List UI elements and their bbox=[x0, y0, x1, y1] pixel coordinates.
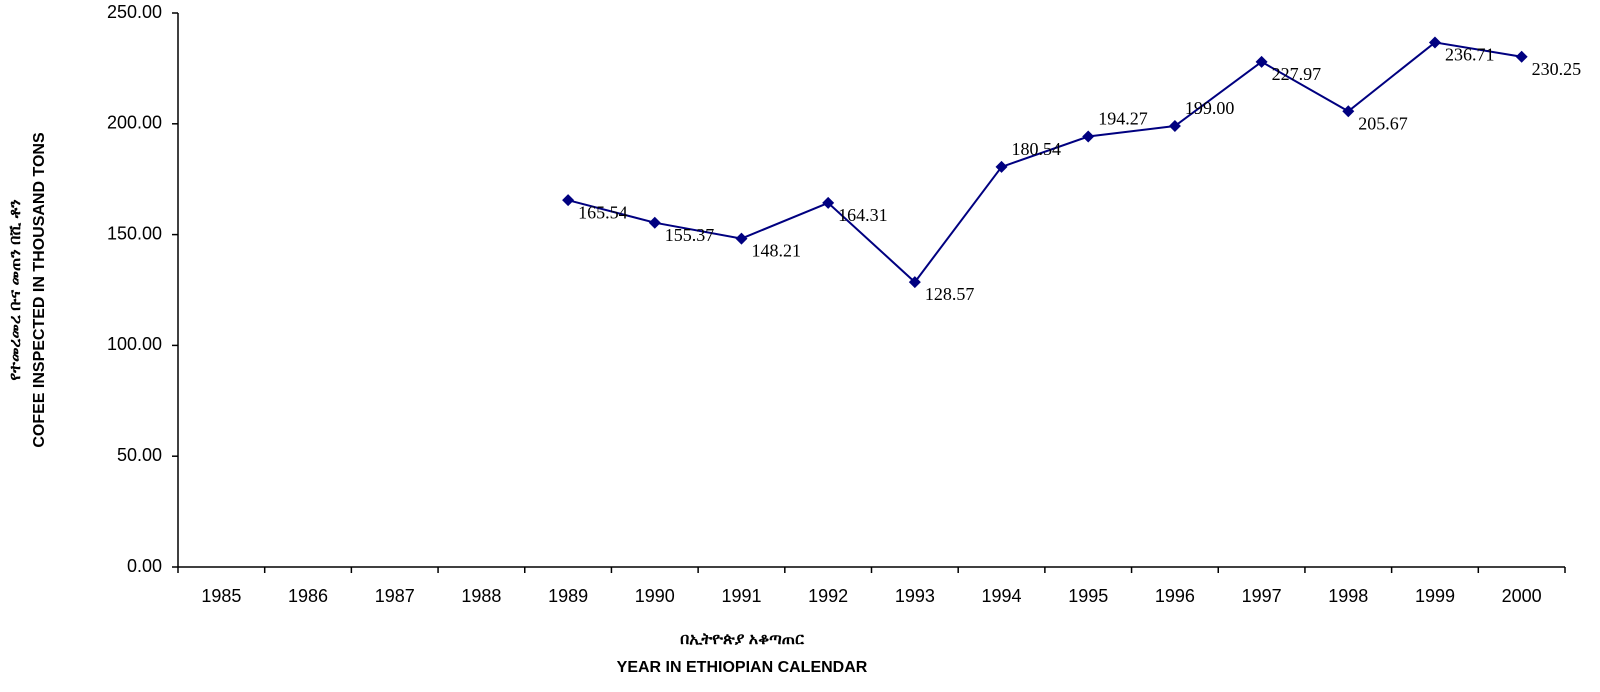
y-tick-label: 50.00 bbox=[117, 445, 162, 465]
data-label: 194.27 bbox=[1098, 109, 1148, 129]
marker bbox=[1428, 36, 1441, 49]
x-axis-label: በኢትዮጵያ አቆጣጠር bbox=[680, 631, 805, 648]
data-label: 199.00 bbox=[1185, 98, 1235, 118]
data-label: 205.67 bbox=[1358, 113, 1408, 133]
x-tick-label: 1995 bbox=[1068, 586, 1108, 606]
marker bbox=[648, 216, 661, 229]
data-label: 165.54 bbox=[578, 202, 628, 222]
data-label: 227.97 bbox=[1272, 64, 1322, 84]
x-tick-label: 1990 bbox=[635, 586, 675, 606]
marker bbox=[735, 232, 748, 245]
marker bbox=[995, 160, 1008, 173]
x-tick-label: 1985 bbox=[201, 586, 241, 606]
y-tick-label: 150.00 bbox=[107, 223, 162, 243]
x-tick-label: 1998 bbox=[1328, 586, 1368, 606]
x-tick-label: 1999 bbox=[1415, 586, 1455, 606]
data-label: 155.37 bbox=[665, 225, 715, 245]
marker bbox=[1082, 130, 1095, 143]
y-tick-label: 200.00 bbox=[107, 113, 162, 133]
x-tick-label: 1988 bbox=[461, 586, 501, 606]
y-axis-label: COFEE INSPECTED IN THOUSAND TONS bbox=[31, 132, 48, 448]
x-tick-label: 1994 bbox=[982, 586, 1022, 606]
x-tick-label: 1997 bbox=[1242, 586, 1282, 606]
x-tick-label: 1993 bbox=[895, 586, 935, 606]
data-label: 230.25 bbox=[1532, 59, 1582, 79]
data-label: 148.21 bbox=[751, 241, 801, 261]
line bbox=[567, 41, 1522, 284]
x-axis-label: YEAR IN ETHIOPIAN CALENDAR bbox=[617, 659, 868, 676]
marker bbox=[1168, 120, 1181, 133]
x-tick-label: 1991 bbox=[721, 586, 761, 606]
data-label: 180.54 bbox=[1012, 139, 1062, 159]
marker bbox=[562, 194, 575, 207]
x-tick-label: 2000 bbox=[1502, 586, 1542, 606]
marker bbox=[1342, 105, 1355, 118]
y-tick-label: 0.00 bbox=[127, 556, 162, 576]
y-tick-label: 250.00 bbox=[107, 2, 162, 22]
marker bbox=[1255, 55, 1268, 68]
data-label: 236.71 bbox=[1445, 45, 1495, 65]
marker bbox=[1515, 50, 1528, 63]
x-tick-label: 1986 bbox=[288, 586, 328, 606]
x-tick-label: 1989 bbox=[548, 586, 588, 606]
marker bbox=[908, 276, 921, 289]
y-axis-label: የተመረመረ ቡና መጠን በሺ ቶን bbox=[7, 199, 24, 380]
x-tick-label: 1987 bbox=[375, 586, 415, 606]
marker bbox=[822, 196, 835, 209]
x-tick-label: 1992 bbox=[808, 586, 848, 606]
data-label: 128.57 bbox=[925, 284, 975, 304]
data-label: 164.31 bbox=[838, 205, 888, 225]
x-tick-label: 1996 bbox=[1155, 586, 1195, 606]
y-tick-label: 100.00 bbox=[107, 334, 162, 354]
